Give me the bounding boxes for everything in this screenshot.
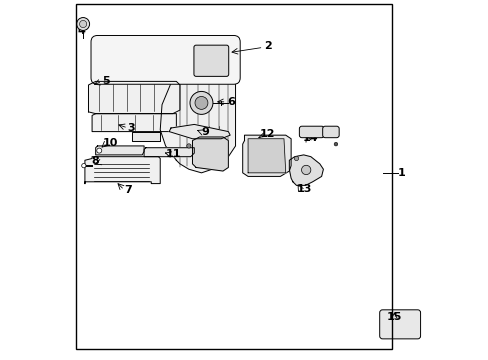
Circle shape: [97, 148, 102, 153]
Polygon shape: [144, 148, 194, 157]
FancyBboxPatch shape: [299, 126, 324, 138]
Polygon shape: [96, 146, 144, 155]
FancyBboxPatch shape: [322, 126, 339, 138]
Circle shape: [301, 165, 310, 175]
Polygon shape: [192, 137, 228, 171]
Polygon shape: [160, 54, 235, 173]
Polygon shape: [247, 139, 285, 173]
Text: 13: 13: [296, 184, 311, 194]
Text: 8: 8: [92, 156, 100, 166]
Polygon shape: [289, 155, 323, 185]
Polygon shape: [92, 114, 176, 132]
Circle shape: [333, 142, 337, 146]
Bar: [76, 4, 391, 348]
Text: 2: 2: [264, 41, 271, 50]
Circle shape: [195, 96, 207, 109]
Polygon shape: [131, 132, 160, 140]
Circle shape: [80, 21, 86, 28]
Text: 15: 15: [386, 312, 401, 322]
FancyBboxPatch shape: [379, 310, 420, 339]
Text: 12: 12: [259, 129, 274, 139]
Text: 3: 3: [127, 123, 135, 133]
Text: 10: 10: [102, 138, 118, 148]
Text: 1: 1: [397, 168, 405, 178]
Text: 7: 7: [124, 185, 132, 195]
Text: 4: 4: [78, 26, 85, 36]
Circle shape: [294, 156, 298, 161]
FancyBboxPatch shape: [194, 45, 228, 76]
Text: 5: 5: [102, 76, 109, 86]
Polygon shape: [169, 125, 230, 139]
Circle shape: [81, 163, 86, 168]
FancyBboxPatch shape: [91, 36, 240, 84]
Text: 14: 14: [303, 133, 318, 143]
Text: 6: 6: [226, 97, 234, 107]
Circle shape: [186, 144, 191, 148]
Polygon shape: [88, 81, 180, 114]
Circle shape: [77, 18, 89, 31]
Circle shape: [190, 91, 212, 114]
Polygon shape: [242, 135, 290, 176]
Polygon shape: [85, 157, 160, 184]
Text: 11: 11: [165, 149, 181, 159]
Text: 9: 9: [201, 127, 208, 136]
